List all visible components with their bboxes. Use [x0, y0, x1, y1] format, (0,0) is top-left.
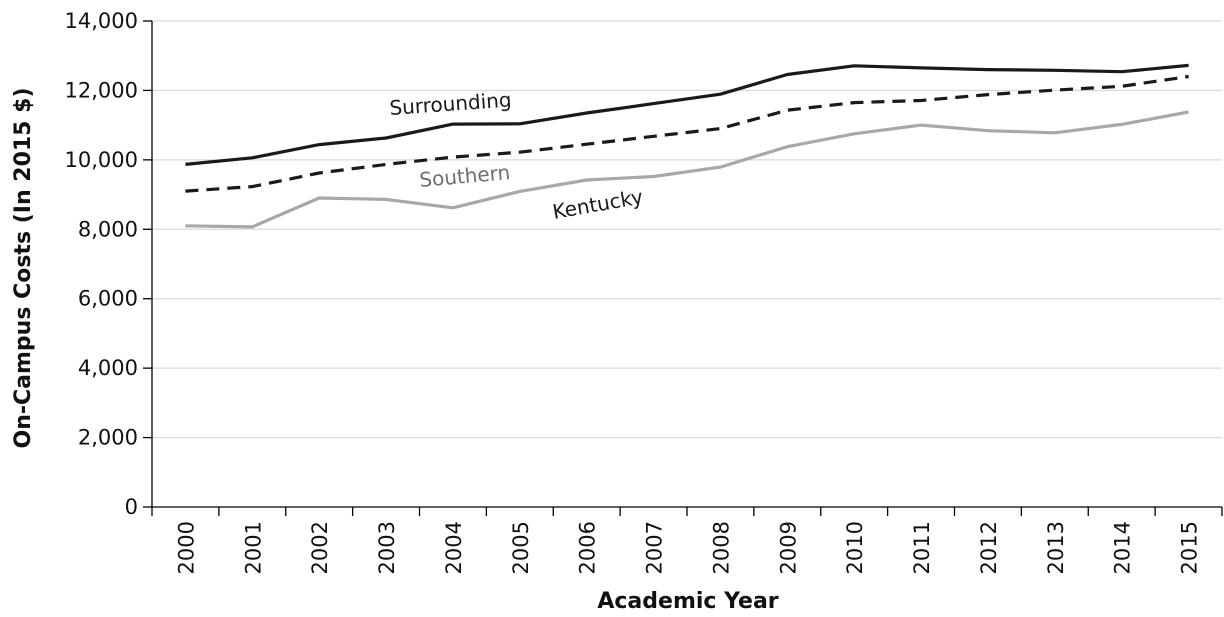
y-axis-ticks: 0 2,000 4,000 6,000 8,000 10,000 12,000 14,000: [65, 9, 153, 519]
series-line-surrounding: [185, 63, 1189, 166]
x-tick-label-2006: 2006: [576, 521, 600, 574]
x-tick-label-2001: 2001: [241, 521, 265, 574]
y-tick-label: 4,000: [78, 356, 138, 380]
gridlines: [152, 20, 1222, 439]
x-tick-label-2010: 2010: [843, 521, 867, 574]
x-tick-label-2002: 2002: [308, 521, 332, 574]
y-tick-label: 0: [125, 495, 138, 519]
y-tick-label: 14,000: [65, 9, 138, 33]
series-line-kentucky: [185, 110, 1189, 229]
x-tick-label-2009: 2009: [776, 521, 800, 574]
x-tick-label-2015: 2015: [1178, 521, 1202, 574]
x-tick-label-2007: 2007: [643, 521, 667, 574]
y-tick-label: 8,000: [78, 217, 138, 241]
x-tick-label-2014: 2014: [1111, 521, 1135, 574]
series-line-southern: [185, 74, 1189, 193]
series-lines: [185, 63, 1189, 229]
x-tick-label-2011: 2011: [910, 521, 934, 574]
x-tick-label-2005: 2005: [509, 521, 533, 574]
x-tick-label-2013: 2013: [1044, 521, 1068, 574]
x-axis-title: Academic Year: [597, 589, 778, 614]
y-tick-label: 2,000: [78, 426, 138, 450]
y-tick-label: 10,000: [65, 148, 138, 172]
label-kentucky: Kentucky: [551, 184, 645, 224]
label-southern: Southern: [418, 160, 511, 192]
y-tick-label: 12,000: [65, 78, 138, 102]
y-tick-label: 6,000: [78, 287, 138, 311]
x-axis: 2000 2001 2002 2003 2004 2005 2006 2007 2008 2009…: [151, 506, 1223, 574]
y-axis-title: On-Campus Costs (In 2015 $): [11, 87, 36, 448]
x-tick-label-2003: 2003: [375, 521, 399, 574]
x-tick-label-2004: 2004: [442, 521, 466, 574]
x-tick-label-2008: 2008: [709, 521, 733, 574]
x-tick-label-2012: 2012: [977, 521, 1001, 574]
x-tick-label-2000: 2000: [174, 521, 198, 574]
label-surrounding: Surrounding: [389, 88, 513, 120]
